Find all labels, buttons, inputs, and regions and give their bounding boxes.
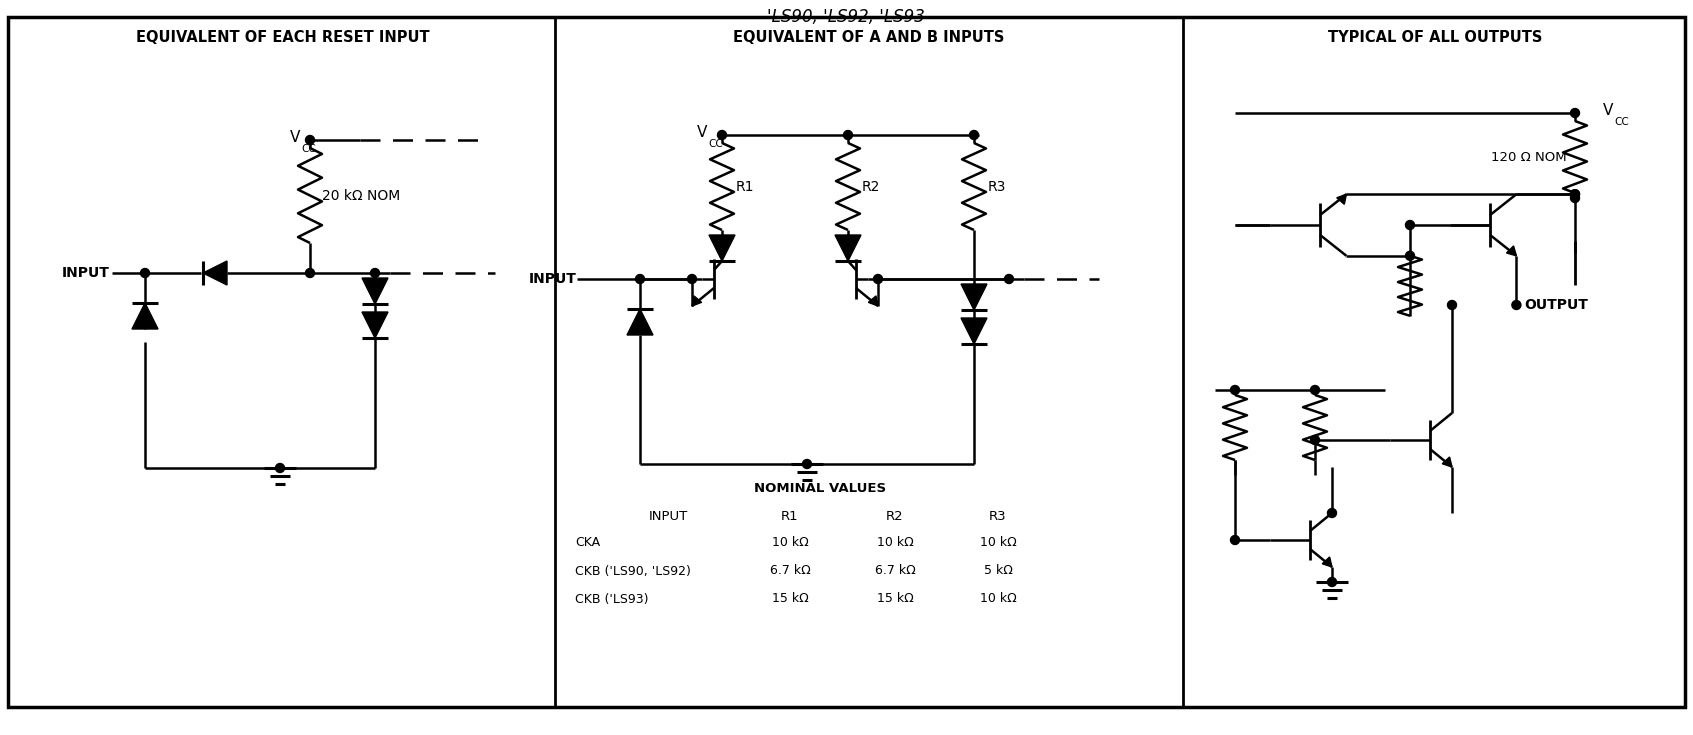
Text: OUTPUT: OUTPUT: [1524, 298, 1588, 312]
Text: 10 kΩ: 10 kΩ: [980, 592, 1016, 606]
Circle shape: [635, 274, 645, 284]
Circle shape: [141, 268, 149, 278]
Text: TYPICAL OF ALL OUTPUTS: TYPICAL OF ALL OUTPUTS: [1327, 29, 1542, 45]
Circle shape: [1004, 274, 1014, 284]
Text: V: V: [696, 124, 708, 140]
Polygon shape: [626, 309, 653, 335]
Polygon shape: [362, 312, 388, 338]
Text: R3: R3: [989, 511, 1007, 523]
Text: EQUIVALENT OF EACH RESET INPUT: EQUIVALENT OF EACH RESET INPUT: [135, 29, 430, 45]
Circle shape: [1405, 251, 1414, 260]
Text: 10 kΩ: 10 kΩ: [980, 537, 1016, 550]
Circle shape: [1310, 385, 1319, 395]
Text: CC: CC: [708, 139, 723, 149]
Circle shape: [874, 274, 882, 284]
Circle shape: [305, 135, 315, 145]
Text: CC: CC: [301, 144, 317, 154]
Circle shape: [1405, 220, 1414, 229]
Circle shape: [1571, 190, 1580, 198]
Polygon shape: [1322, 557, 1332, 567]
Text: NOMINAL VALUES: NOMINAL VALUES: [753, 482, 885, 495]
Circle shape: [371, 268, 379, 278]
Text: INPUT: INPUT: [530, 272, 577, 286]
Circle shape: [718, 131, 726, 140]
Text: 10 kΩ: 10 kΩ: [772, 537, 808, 550]
Circle shape: [802, 459, 811, 468]
Polygon shape: [962, 318, 987, 344]
Text: INPUT: INPUT: [648, 511, 687, 523]
Polygon shape: [203, 261, 227, 285]
Text: 15 kΩ: 15 kΩ: [772, 592, 808, 606]
Circle shape: [1571, 109, 1580, 118]
Circle shape: [1448, 301, 1456, 309]
Polygon shape: [709, 235, 735, 261]
Polygon shape: [1442, 457, 1453, 467]
Circle shape: [1231, 385, 1239, 395]
Text: V: V: [290, 129, 300, 145]
Text: 5 kΩ: 5 kΩ: [984, 564, 1012, 578]
Text: 120 Ω NOM: 120 Ω NOM: [1492, 151, 1568, 163]
Polygon shape: [1337, 194, 1346, 204]
Text: 6.7 kΩ: 6.7 kΩ: [770, 564, 811, 578]
Polygon shape: [692, 296, 701, 306]
Text: 15 kΩ: 15 kΩ: [877, 592, 914, 606]
Circle shape: [1327, 578, 1336, 587]
Circle shape: [1571, 190, 1580, 198]
Text: R2: R2: [885, 511, 904, 523]
Polygon shape: [132, 303, 157, 329]
Text: 'LS90, 'LS92, 'LS93: 'LS90, 'LS92, 'LS93: [767, 8, 924, 26]
Circle shape: [843, 131, 853, 140]
Text: R3: R3: [989, 179, 1006, 193]
Text: CKB ('LS90, 'LS92): CKB ('LS90, 'LS92): [576, 564, 691, 578]
Text: INPUT: INPUT: [63, 266, 110, 280]
Text: V: V: [1603, 102, 1613, 118]
Polygon shape: [1507, 246, 1517, 256]
Text: 6.7 kΩ: 6.7 kΩ: [875, 564, 916, 578]
Text: CKA: CKA: [576, 537, 599, 550]
Polygon shape: [835, 235, 862, 261]
Text: R1: R1: [780, 511, 799, 523]
Circle shape: [305, 268, 315, 278]
Text: EQUIVALENT OF A AND B INPUTS: EQUIVALENT OF A AND B INPUTS: [733, 29, 1004, 45]
Polygon shape: [962, 284, 987, 310]
Circle shape: [1327, 509, 1336, 517]
Polygon shape: [362, 278, 388, 304]
Text: R2: R2: [862, 179, 880, 193]
Circle shape: [276, 464, 284, 473]
Circle shape: [687, 274, 696, 284]
Circle shape: [1310, 436, 1319, 445]
Text: CKB ('LS93): CKB ('LS93): [576, 592, 648, 606]
Circle shape: [1571, 193, 1580, 203]
Polygon shape: [869, 296, 879, 306]
Text: 20 kΩ NOM: 20 kΩ NOM: [322, 188, 400, 203]
Text: 10 kΩ: 10 kΩ: [877, 537, 914, 550]
Circle shape: [1512, 301, 1520, 309]
Text: R1: R1: [736, 179, 755, 193]
Text: CC: CC: [1613, 117, 1629, 127]
Circle shape: [970, 131, 979, 140]
Circle shape: [1231, 536, 1239, 545]
